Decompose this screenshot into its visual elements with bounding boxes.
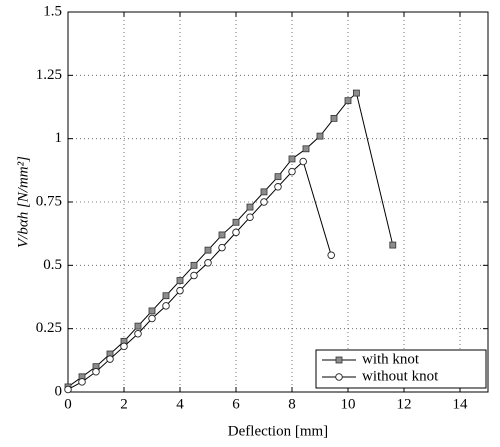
y-axis-label: V/bαh [N/mm²] [15,156,31,248]
marker [190,271,198,280]
marker [162,292,170,300]
marker [302,145,310,153]
marker [352,89,360,97]
legend-marker [335,373,343,381]
marker [218,231,226,239]
marker [389,241,397,249]
marker [274,183,282,191]
marker [134,322,142,330]
marker [106,355,114,363]
marker [78,378,86,386]
marker [190,261,198,269]
marker [162,302,170,310]
marker [344,97,352,105]
marker [218,243,226,252]
marker [64,385,72,394]
legend-label: with knot [362,351,420,367]
y-tick-label: 0.25 [36,320,62,336]
x-tick-label: 0 [64,396,72,412]
marker [176,286,184,295]
legend-marker [335,356,343,364]
marker [327,251,335,259]
x-tick-label: 12 [397,396,412,412]
plot-frame [67,11,489,393]
marker [148,307,156,315]
marker [176,277,184,284]
marker [260,198,268,206]
marker [148,314,156,323]
x-tick-label: 6 [232,396,240,412]
y-tick-label: 1.5 [43,3,62,19]
y-tick-label: 0 [55,383,63,399]
marker [232,228,240,237]
marker [232,218,240,226]
marker [288,155,296,163]
legend-label: without knot [362,368,439,384]
marker [134,329,142,338]
marker [299,157,307,166]
y-tick-label: 1 [55,130,63,146]
marker [260,188,268,196]
marker [246,213,254,221]
x-tick-label: 14 [453,396,469,412]
marker [120,342,128,351]
y-tick-label: 1.25 [36,67,62,83]
marker [246,203,254,211]
marker [288,167,296,176]
x-tick-label: 8 [288,396,296,412]
marker [274,173,282,181]
legend-box [315,349,487,389]
x-tick-label: 2 [120,396,128,412]
y-tick-label: 0.5 [43,257,62,273]
marker [92,367,100,376]
marker [204,246,212,254]
x-tick-label: 10 [341,396,356,412]
marker [330,115,338,122]
marker [204,259,212,267]
x-axis-label: Deflection [mm] [228,423,328,439]
x-tick-label: 4 [176,396,184,412]
marker [316,132,324,140]
y-tick-label: 0.75 [36,193,62,209]
